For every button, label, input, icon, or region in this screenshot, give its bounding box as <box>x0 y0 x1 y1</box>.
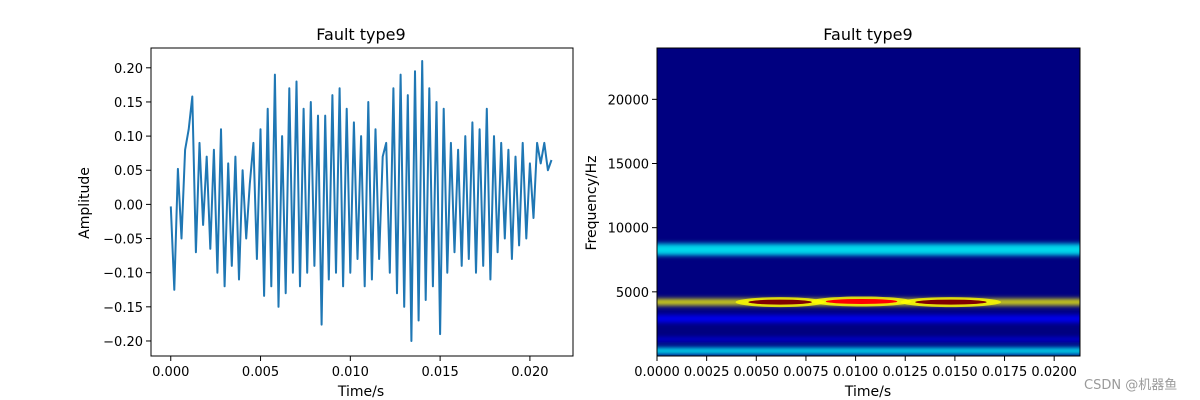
spectrogram-y-tick-label: 15000 <box>608 158 649 173</box>
amplitude-chart: Fault type9 0.20 0.15 0.10 0.05 0.00 −0.05 −0.… <box>77 25 574 400</box>
amplitude-x-tick-label: 0.020 <box>511 365 548 380</box>
spectrogram-y-tick-label: 10000 <box>608 222 649 237</box>
amplitude-y-tick-label: 0.00 <box>114 198 143 213</box>
watermark: CSDN @机器鱼 <box>1084 378 1178 393</box>
spectrogram-y-ticks: 20000 15000 10000 5000 <box>608 93 657 301</box>
spectrogram-x-tick-label: 0.0050 <box>734 365 780 380</box>
spectrogram-band <box>657 337 1080 341</box>
amplitude-x-tick-label: 0.000 <box>152 365 189 380</box>
amplitude-x-tick-label: 0.010 <box>332 365 369 380</box>
spectrogram-hotspot <box>915 299 987 305</box>
amplitude-y-tick-label: −0.05 <box>103 233 143 248</box>
amplitude-y-tick-label: −0.10 <box>103 267 143 282</box>
amplitude-series-line <box>169 60 553 342</box>
spectrogram-x-tick-label: 0.0150 <box>932 365 978 380</box>
amplitude-chart-title: Fault type9 <box>316 25 405 44</box>
spectrogram-x-tick-label: 0.0125 <box>882 365 928 380</box>
amplitude-y-ticks: 0.20 0.15 0.10 0.05 0.00 −0.05 −0.10 −0.15 −0.20 <box>103 62 151 350</box>
amplitude-y-tick-label: 0.15 <box>114 96 143 111</box>
amplitude-y-tick-label: −0.20 <box>103 335 143 350</box>
spectrogram-x-tick-label: 0.0025 <box>684 365 730 380</box>
spectrogram-y-tick-label: 20000 <box>608 93 649 108</box>
amplitude-y-tick-label: −0.15 <box>103 301 143 316</box>
amplitude-x-tick-label: 0.015 <box>422 365 459 380</box>
amplitude-x-tick-label: 0.005 <box>242 365 279 380</box>
spectrogram-y-tick-label: 5000 <box>616 286 649 301</box>
amplitude-plot-frame <box>150 47 574 357</box>
spectrogram-x-tick-label: 0.0200 <box>1031 365 1077 380</box>
amplitude-y-tick-label: 0.20 <box>114 62 143 77</box>
spectrogram-x-tick-label: 0.0000 <box>634 365 680 380</box>
spectrogram-hotspot <box>825 298 898 304</box>
spectrogram-chart-title: Fault type9 <box>823 25 912 44</box>
spectrogram-hotspots <box>735 296 1001 308</box>
amplitude-x-label: Time/s <box>337 384 384 400</box>
amplitude-y-label: Amplitude <box>77 167 93 239</box>
spectrogram-plot-frame <box>656 47 1081 357</box>
spectrogram-x-tick-label: 0.0075 <box>783 365 829 380</box>
spectrogram-band <box>657 243 1080 256</box>
amplitude-y-tick-label: 0.05 <box>114 164 143 179</box>
spectrogram-band <box>657 314 1080 323</box>
spectrogram-y-label: Frequency/Hz <box>584 156 600 251</box>
spectrogram-x-tick-label: 0.0175 <box>982 365 1028 380</box>
spectrogram-hotspot <box>748 299 812 305</box>
spectrogram-x-tick-label: 0.0100 <box>833 365 879 380</box>
spectrogram-background <box>657 48 1080 356</box>
spectrogram-x-ticks: 0.0000 0.0025 0.0050 0.0075 0.0100 0.0125 0.01… <box>634 356 1077 380</box>
amplitude-y-tick-label: 0.10 <box>114 130 143 145</box>
spectrogram-band <box>657 347 1080 355</box>
spectrogram-x-label: Time/s <box>844 384 891 400</box>
amplitude-x-ticks: 0.000 0.005 0.010 0.015 0.020 <box>152 356 549 380</box>
